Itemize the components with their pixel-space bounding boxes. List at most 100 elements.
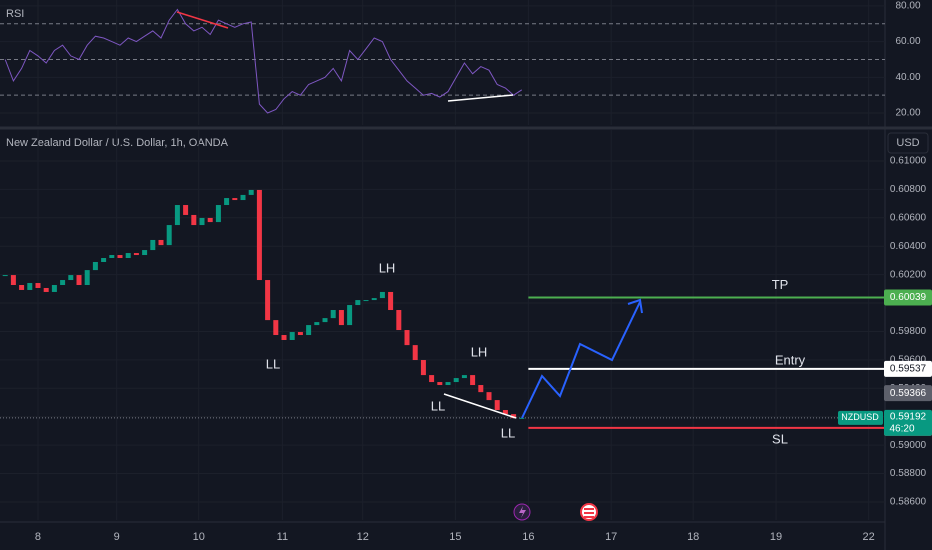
candle (150, 239, 156, 251)
candle (166, 225, 172, 246)
candle (363, 300, 369, 302)
projection-arrowhead (627, 298, 643, 314)
candle (256, 189, 262, 281)
trade-level-name: TP (772, 277, 789, 292)
candle (478, 385, 484, 393)
candle (297, 332, 303, 336)
y-tick-label: 0.60800 (890, 184, 927, 195)
candle (27, 283, 33, 290)
candle (60, 280, 66, 286)
candle (306, 325, 312, 336)
candle (174, 205, 180, 226)
currency-box[interactable] (887, 132, 929, 154)
candle (470, 375, 476, 386)
annotation: LH (379, 260, 396, 275)
candle (232, 198, 238, 201)
price-tag-label: 0.60039 (890, 292, 927, 303)
annotation: LH (471, 344, 488, 359)
x-tick-label: 16 (522, 531, 534, 543)
flag-stripe (584, 508, 594, 510)
candle (486, 392, 492, 401)
y-tick-label: 0.60400 (890, 241, 927, 252)
flag-stripe (584, 516, 594, 518)
annotation: LL (501, 425, 515, 440)
y-tick-label: 60.00 (895, 36, 920, 47)
y-tick-label: 40.00 (895, 72, 920, 83)
candle (51, 285, 57, 292)
previous-close-label: 0.59366 (890, 388, 927, 399)
flag-stripe (584, 512, 594, 514)
y-tick-label: 20.00 (895, 108, 920, 119)
chart-title: New Zealand Dollar / U.S. Dollar, 1h, OA… (6, 137, 229, 149)
currency[interactable]: USD (896, 137, 919, 149)
price-tag (884, 409, 932, 436)
candle (2, 275, 8, 277)
candle (511, 414, 517, 419)
x-tick-label: 17 (605, 531, 617, 543)
candle (101, 258, 107, 262)
candle (502, 410, 508, 415)
price-trend-line (443, 393, 517, 419)
x-tick-label: 10 (193, 531, 205, 543)
price-tag-label: 0.59537 (890, 363, 927, 374)
candle (215, 205, 221, 223)
candle (273, 320, 279, 336)
candle (68, 275, 74, 281)
candle (420, 360, 426, 376)
candle (437, 382, 443, 386)
candle (92, 261, 98, 271)
x-tick-label: 9 (114, 531, 120, 543)
candle (404, 330, 410, 346)
rsi-divergence-line (176, 11, 229, 29)
candle (322, 318, 328, 323)
candle (379, 291, 385, 299)
candle (43, 287, 49, 292)
y-tick-label: 0.58800 (890, 468, 927, 479)
candle (207, 217, 213, 223)
trade-level-name: SL (772, 431, 788, 446)
candle (388, 291, 394, 311)
x-tick-label: 8 (35, 531, 41, 543)
y-tick-label: 0.61000 (890, 156, 927, 167)
y-tick-label: 0.59600 (890, 355, 927, 366)
candle (125, 253, 131, 259)
candle (371, 298, 377, 301)
symbol-label: NZDUSD (841, 412, 879, 422)
candle (109, 255, 115, 259)
candle (347, 305, 353, 326)
candle (19, 285, 25, 290)
y-tick-label: 0.60600 (890, 212, 927, 223)
trade-level-name: Entry (775, 352, 806, 367)
candle (133, 253, 139, 256)
last-price-label: 0.59192 (890, 411, 927, 422)
candle (117, 255, 123, 259)
candle (224, 198, 230, 206)
candle (10, 275, 16, 286)
x-tick-label: 15 (449, 531, 461, 543)
rsi-divergence-line (447, 94, 514, 102)
projection-path (521, 301, 641, 419)
x-tick-label: 11 (277, 531, 288, 543)
candle (412, 345, 418, 361)
x-tick-label: 22 (863, 531, 875, 543)
annotation: LL (266, 356, 280, 371)
candle (445, 382, 451, 386)
countdown-label: 46:20 (889, 423, 914, 434)
rsi-title: RSI (6, 8, 24, 20)
y-tick-label: 0.59800 (890, 326, 927, 337)
candle (330, 310, 336, 319)
y-tick-label: 0.59000 (890, 440, 927, 451)
candle (338, 310, 344, 326)
symbol-tag (838, 410, 883, 425)
price-tag (884, 360, 932, 377)
candle (142, 250, 148, 256)
price-tag (884, 289, 932, 306)
candle (158, 239, 164, 246)
annotation: LL (431, 398, 445, 413)
candle (355, 300, 361, 306)
candle (248, 189, 254, 195)
candle (265, 280, 271, 321)
event-icon-glyph (519, 506, 526, 518)
